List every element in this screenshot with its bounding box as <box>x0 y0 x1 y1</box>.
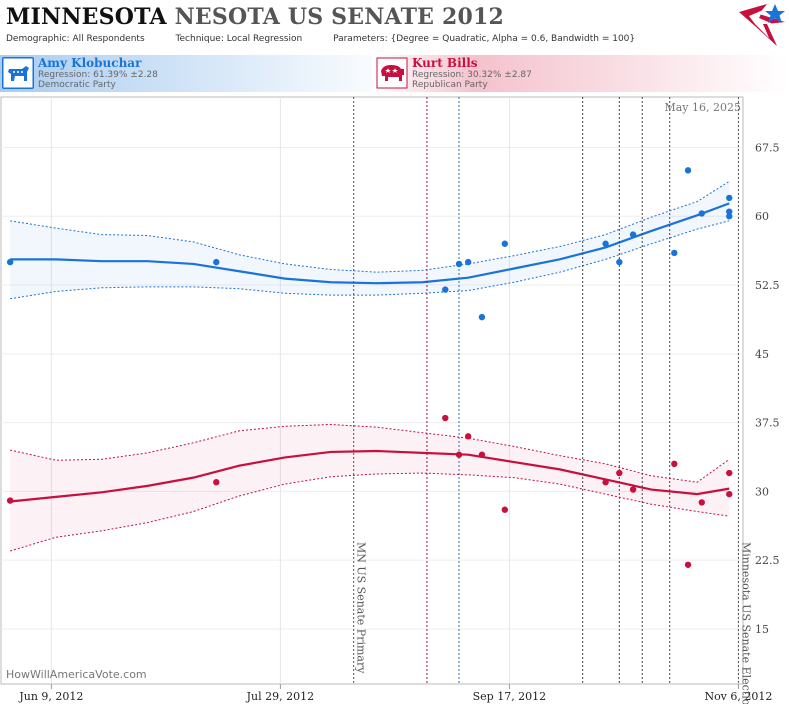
candidate-regression-dem: Regression: 61.39% ±2.28 <box>38 70 158 80</box>
poll-point <box>726 490 733 498</box>
technique-label: Technique: <box>175 34 224 44</box>
event-label: Minnesota US Senate Election <box>739 542 752 704</box>
confidence-band <box>10 424 730 552</box>
trend-line <box>10 449 730 503</box>
poll-point <box>602 240 609 247</box>
event-label: MN US Senate Primary <box>355 542 368 674</box>
poll-point <box>455 260 463 268</box>
y-tick-label: 45 <box>755 348 769 361</box>
poll-point <box>442 286 449 293</box>
y-tick-label: 52.5 <box>755 279 780 292</box>
y-tick-label: 15 <box>755 623 769 636</box>
poll-point <box>213 479 220 486</box>
poll-point <box>501 240 509 247</box>
poll-point <box>616 469 623 477</box>
poll-point <box>6 497 14 504</box>
date-stamp: May 16, 2025 <box>664 101 741 114</box>
confidence-lower-line <box>10 472 730 552</box>
candidate-legend: Amy Klobuchar Regression: 61.39% ±2.28 D… <box>0 55 789 95</box>
poll-point <box>698 210 705 217</box>
poll-point <box>629 231 637 238</box>
poll-point <box>501 506 509 513</box>
chart-parameters: Demographic: All Respondents Technique: … <box>6 34 663 44</box>
poll-point <box>684 561 692 568</box>
title-race: NESOTA US SENATE 2012 <box>174 4 505 30</box>
technique-value: Local Regression <box>226 34 303 44</box>
x-tick-label: Sep 17, 2012 <box>473 690 547 703</box>
elephant-icon <box>376 57 408 89</box>
site-credit: HowWillAmericaVote.com <box>6 668 147 681</box>
demographic-value: All Respondents <box>72 34 145 44</box>
poll-point <box>213 258 220 266</box>
poll-point <box>671 460 678 468</box>
y-tick-label: 60 <box>755 210 769 223</box>
y-tick-label: 22.5 <box>755 554 780 567</box>
site-logo-icon <box>739 4 785 46</box>
confidence-band <box>10 181 730 299</box>
poll-point <box>726 208 733 215</box>
page-title: MINNESOTA NESOTA US SENATE 2012 <box>6 4 504 30</box>
poll-point <box>478 451 486 458</box>
poll-point <box>6 258 14 266</box>
parameters-label: Parameters: <box>333 34 388 44</box>
donkey-icon <box>2 57 34 89</box>
candidate-card-rep: Kurt Bills Regression: 30.32% ±2.87 Repu… <box>374 55 774 91</box>
candidate-card-dem: Amy Klobuchar Regression: 61.39% ±2.28 D… <box>0 55 370 91</box>
parameters-value: {Degree = Quadratic, Alpha = 0.6, Bandwi… <box>390 34 636 44</box>
confidence-upper-line <box>10 180 730 273</box>
candidate-party-dem: Democratic Party <box>38 80 116 90</box>
poll-point <box>726 194 733 202</box>
title-state: MINNESOTA <box>6 4 167 30</box>
poll-point <box>464 433 472 440</box>
candidate-name-rep: Kurt Bills <box>412 56 478 70</box>
trend-line <box>10 202 730 285</box>
candidate-regression-rep: Regression: 30.32% ±2.87 <box>412 70 532 80</box>
poll-point <box>684 167 692 174</box>
poll-point <box>602 479 609 486</box>
plot-frame <box>0 96 744 685</box>
poll-point <box>455 451 463 458</box>
poll-point <box>478 313 486 321</box>
poll-point <box>616 258 623 266</box>
candidate-name-dem: Amy Klobuchar <box>38 56 142 70</box>
chart-area: 15 22.5 30 37.5 45 52.5 60 67.5 Jun 9, 2012 Jul 2… <box>0 96 780 704</box>
poll-point <box>464 258 472 266</box>
poll-point <box>671 249 678 257</box>
y-tick-label: 30 <box>755 485 769 498</box>
poll-point <box>629 486 637 493</box>
legend-background <box>0 55 789 92</box>
x-tick-label: Nov 6, 2012 <box>704 690 772 703</box>
y-tick-label: 67.5 <box>755 141 780 154</box>
poll-point <box>726 213 733 220</box>
poll-point <box>726 469 733 477</box>
candidate-party-rep: Republican Party <box>412 80 488 90</box>
x-tick-label: Jul 29, 2012 <box>246 690 315 703</box>
demographic-label: Demographic: <box>6 34 70 44</box>
poll-point <box>698 499 705 506</box>
confidence-lower-line <box>10 220 730 300</box>
x-tick-label: Jun 9, 2012 <box>18 690 83 703</box>
y-tick-label: 37.5 <box>755 417 780 430</box>
poll-point <box>442 414 449 422</box>
